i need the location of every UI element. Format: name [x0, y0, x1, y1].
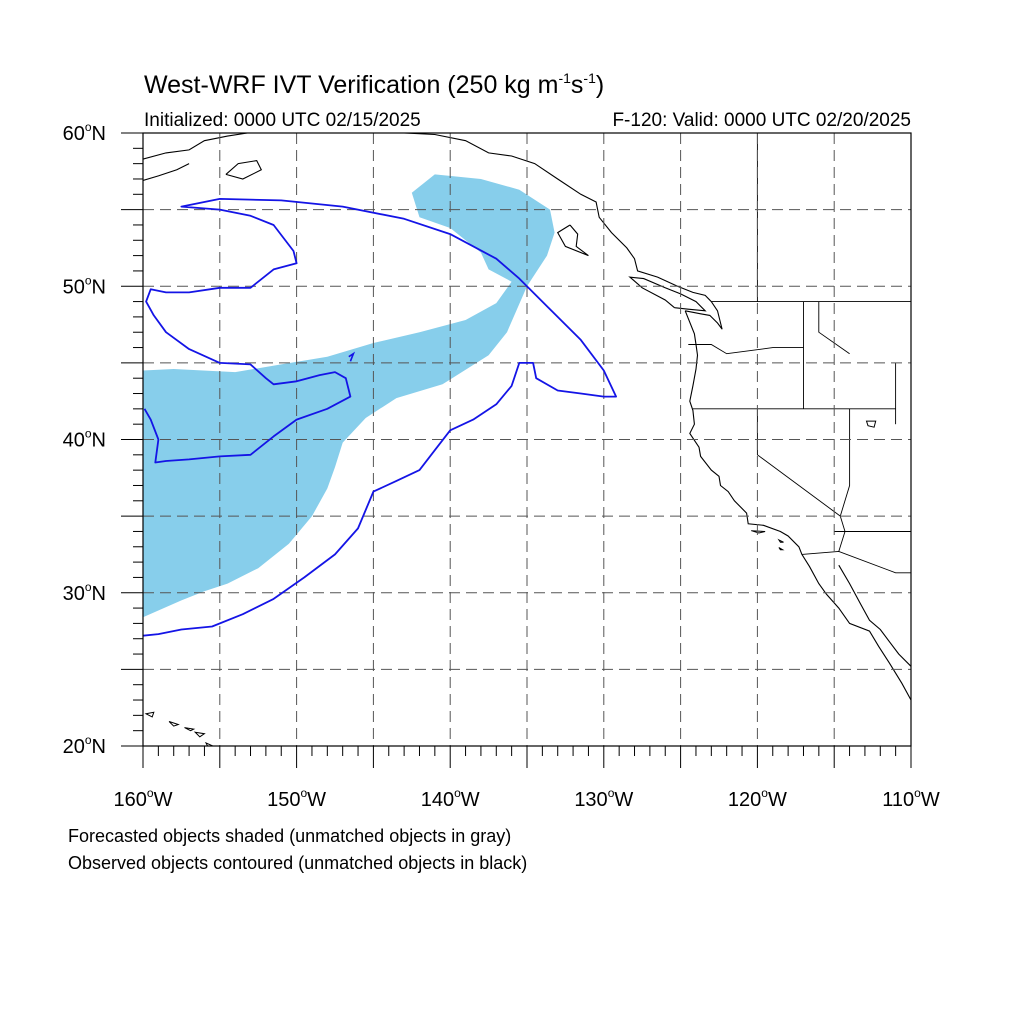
- degree-symbol: o: [761, 786, 768, 800]
- lat-tick-label: 30oN: [63, 580, 106, 605]
- lat-hemisphere: N: [92, 276, 106, 298]
- island-outline: [777, 538, 784, 543]
- island-outline: [144, 711, 155, 718]
- degree-symbol: o: [85, 120, 92, 134]
- political-boundary: [801, 550, 911, 574]
- lat-hemisphere: N: [92, 583, 106, 605]
- island-outline: [204, 741, 215, 746]
- coastline-segment: [628, 276, 707, 312]
- island-outline: [193, 731, 206, 738]
- lat-tick-label: 20oN: [63, 733, 106, 758]
- lon-tick-label: 150oW: [267, 786, 326, 811]
- degree-symbol: o: [454, 786, 461, 800]
- degree-symbol: o: [85, 733, 92, 747]
- forecast-layer: [143, 174, 555, 618]
- political-boundary: [756, 408, 841, 517]
- degree-symbol: o: [914, 786, 921, 800]
- lon-tick-label: 160oW: [114, 786, 173, 811]
- political-boundary: [688, 344, 804, 355]
- observed-layer: [143, 197, 617, 637]
- island-outline: [184, 727, 196, 732]
- valid-time-subtitle: F-120: Valid: 0000 UTC 02/20/2025: [612, 110, 911, 131]
- lon-tick-label: 120oW: [728, 786, 787, 811]
- lon-hemisphere: W: [154, 789, 173, 811]
- lon-tick-label: 110oW: [882, 786, 940, 811]
- lat-tick-label: 60oN: [63, 120, 106, 145]
- title-close-paren: ): [595, 71, 605, 99]
- lon-hemisphere: W: [461, 789, 480, 811]
- degree-symbol: o: [608, 786, 615, 800]
- degree-symbol: o: [85, 427, 92, 441]
- lon-hemisphere: W: [614, 789, 633, 811]
- observed-object-contour: [143, 197, 617, 637]
- political-boundary: [838, 408, 851, 552]
- lat-tick-number: 30: [63, 583, 85, 605]
- lat-hemisphere: N: [92, 430, 106, 452]
- lat-tick-label: 50oN: [63, 273, 106, 298]
- lat-hemisphere: N: [92, 123, 106, 145]
- title-text: West-WRF IVT Verification (250 kg m: [144, 71, 559, 99]
- island-outline: [865, 420, 877, 428]
- lon-tick-number: 160: [114, 789, 147, 811]
- title-superscript-1: -1: [558, 70, 571, 86]
- gridline-layer: [143, 133, 911, 746]
- coastline-segment: [404, 133, 723, 330]
- title-superscript-2: -1: [583, 70, 596, 86]
- coastline-segment: [225, 159, 263, 180]
- initialized-subtitle: Initialized: 0000 UTC 02/15/2025: [144, 110, 421, 131]
- degree-symbol: o: [85, 580, 92, 594]
- coastline-segment: [684, 310, 911, 701]
- forecast-object-region: [143, 174, 555, 618]
- lat-tick-number: 20: [63, 736, 85, 758]
- coastline-segment: [556, 224, 589, 257]
- map-title: West-WRF IVT Verification (250 kg m-1s-1…: [144, 70, 604, 100]
- observed-object-contour-fragment: [348, 351, 356, 362]
- lat-tick-number: 40: [63, 430, 85, 452]
- lat-tick-number: 50: [63, 276, 85, 298]
- lon-tick-number: 130: [574, 789, 607, 811]
- lon-tick-number: 140: [421, 789, 454, 811]
- coastline-segment: [143, 133, 248, 160]
- forecast-legend-note: Forecasted objects shaded (unmatched obj…: [68, 826, 512, 846]
- lon-tick-number: 150: [267, 789, 300, 811]
- lat-hemisphere: N: [92, 736, 106, 758]
- island-outline: [778, 547, 785, 551]
- lat-tick-number: 60: [63, 123, 85, 145]
- lat-tick-label: 40oN: [63, 427, 106, 452]
- title-text-s: s: [570, 71, 584, 99]
- degree-symbol: o: [300, 786, 307, 800]
- observed-legend-note: Observed objects contoured (unmatched ob…: [68, 853, 528, 873]
- lon-hemisphere: W: [307, 789, 326, 811]
- coastline-segment: [143, 163, 190, 182]
- political-boundary: [818, 301, 850, 355]
- lon-tick-label: 140oW: [421, 786, 480, 811]
- coastline-segment: [838, 564, 911, 667]
- map-frame: [121, 132, 912, 768]
- lon-hemisphere: W: [921, 789, 940, 811]
- degree-symbol: o: [147, 786, 154, 800]
- lon-tick-number: 120: [728, 789, 761, 811]
- lon-tick-number: 110: [882, 789, 914, 811]
- island-outline: [168, 721, 180, 727]
- lon-hemisphere: W: [768, 789, 787, 811]
- island-outline: [751, 530, 766, 534]
- lon-tick-label: 130oW: [574, 786, 633, 811]
- degree-symbol: o: [85, 273, 92, 287]
